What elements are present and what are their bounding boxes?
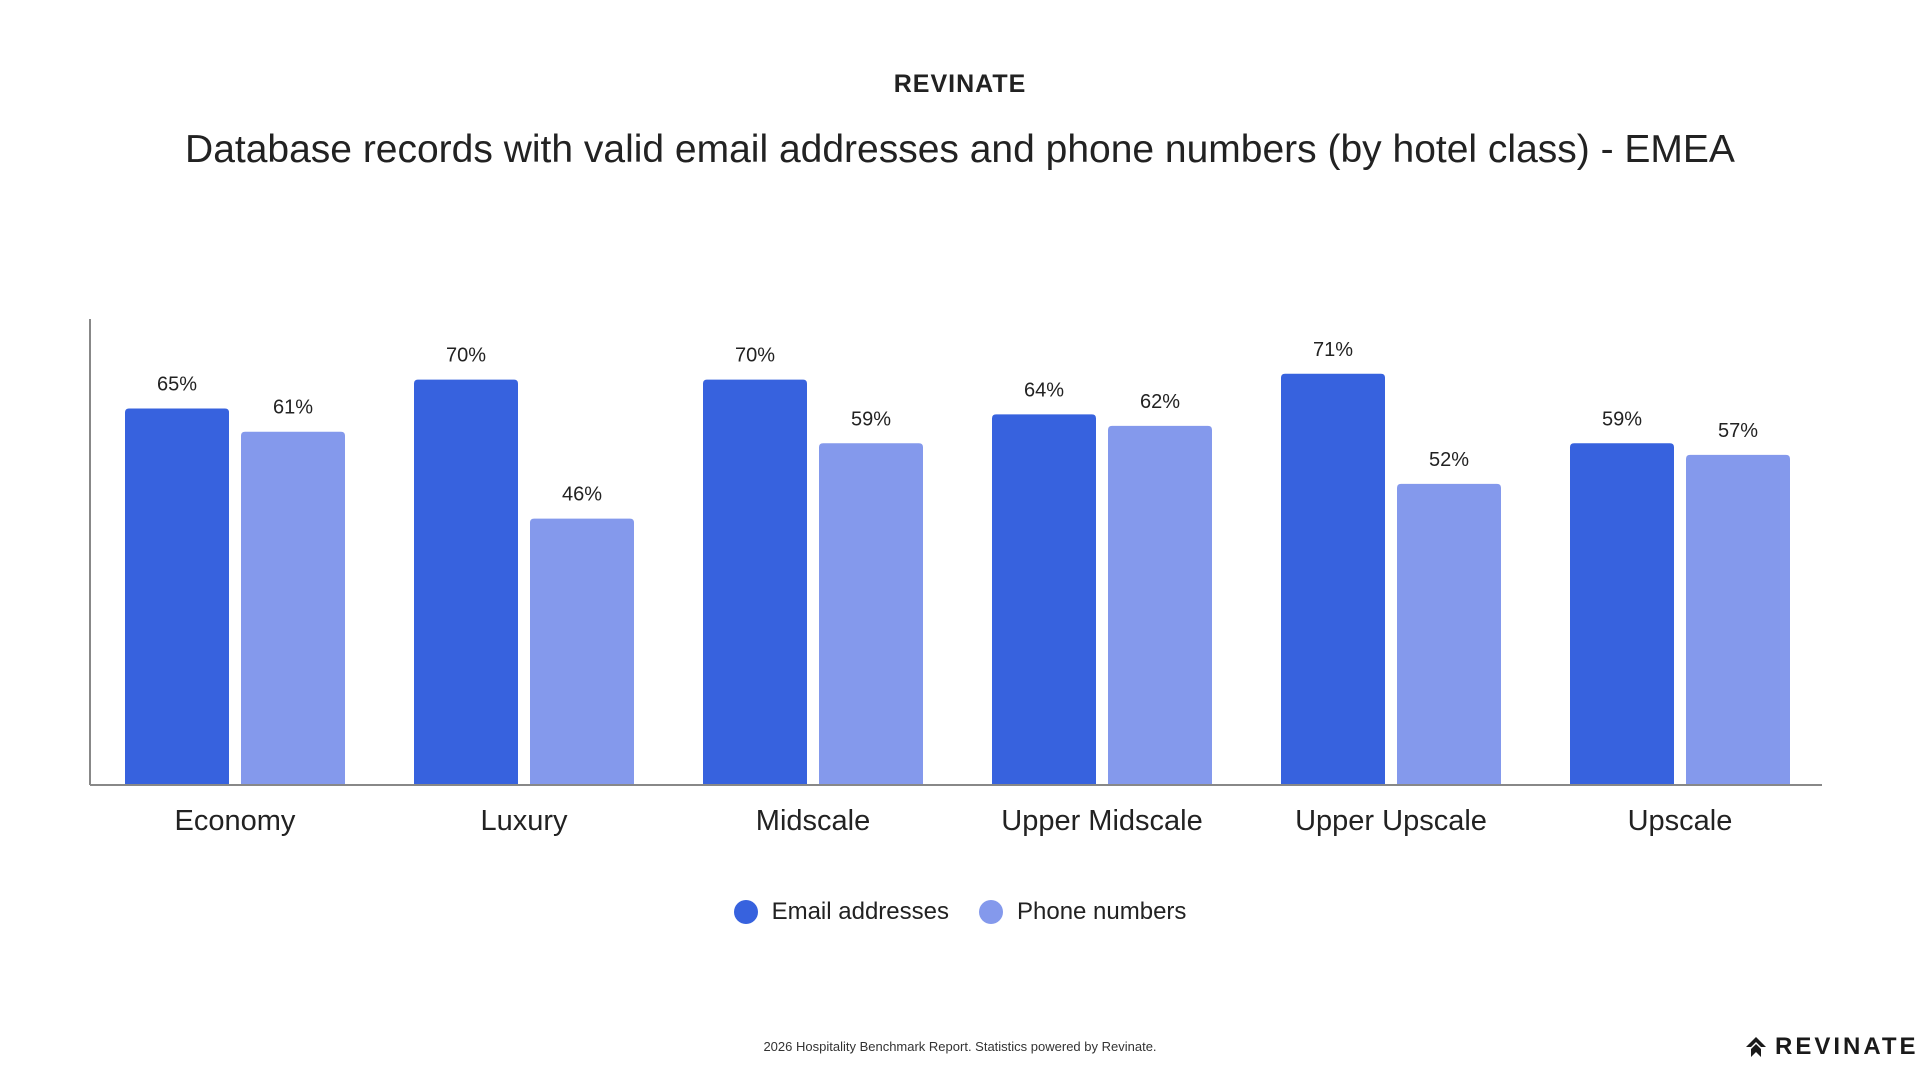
- footer-credit: 2026 Hospitality Benchmark Report. Stati…: [763, 1039, 1157, 1054]
- legend-swatch-email: [733, 900, 758, 924]
- bar-phone-upper-midscale: [1108, 425, 1212, 785]
- bar-chart: 65% 61% 70% 46% 70% 59% 64% 62% 71% 52% 59% 57% Eco…: [89, 319, 1822, 837]
- bar-email-upper-midscale: [992, 414, 1096, 785]
- logo-text: REVINATE: [1775, 1033, 1919, 1060]
- value-label: 59%: [1602, 408, 1642, 430]
- value-label: 70%: [446, 345, 486, 367]
- legend-label-phone: Phone numbers: [1016, 898, 1187, 925]
- category-label: Upper Midscale: [1001, 805, 1202, 837]
- bar-email-economy: [125, 408, 229, 785]
- value-label: 52%: [1429, 449, 1469, 471]
- bar-phone-upper-upscale: [1397, 483, 1501, 785]
- bar-email-upscale: [1570, 443, 1674, 785]
- bar-phone-midscale: [819, 443, 923, 785]
- revinate-logo: REVINATE: [1745, 1033, 1919, 1061]
- value-label: 59%: [851, 408, 891, 430]
- category-label: Economy: [175, 805, 296, 837]
- value-label: 62%: [1140, 391, 1180, 413]
- bar-email-luxury: [414, 379, 518, 785]
- value-label: 70%: [735, 345, 775, 367]
- value-label: 64%: [1024, 379, 1064, 401]
- category-label: Midscale: [756, 805, 870, 837]
- value-label: 61%: [273, 397, 313, 419]
- bars-group: [125, 373, 1790, 785]
- chart-title: Database records with valid email addres…: [185, 128, 1735, 171]
- category-label: Upper Upscale: [1295, 805, 1487, 837]
- category-label: Upscale: [1628, 805, 1733, 837]
- bar-email-midscale: [703, 379, 807, 785]
- legend-item-email: Email addresses: [733, 898, 949, 926]
- value-label: 71%: [1313, 339, 1353, 361]
- value-labels-group: 65% 61% 70% 46% 70% 59% 64% 62% 71% 52% 59% 57%: [157, 339, 1758, 506]
- legend-label-email: Email addresses: [771, 898, 949, 925]
- value-label: 65%: [157, 374, 197, 396]
- legend-swatch-phone: [978, 900, 1003, 924]
- legend: Email addresses Phone numbers: [0, 898, 1920, 926]
- category-labels-group: Economy Luxury Midscale Upper Midscale Upper…: [175, 805, 1733, 837]
- revinate-logo-icon: [1746, 1037, 1766, 1057]
- bar-phone-upscale: [1686, 454, 1790, 785]
- bar-phone-economy: [241, 431, 345, 785]
- category-label: Luxury: [480, 805, 568, 837]
- value-label: 57%: [1718, 420, 1758, 442]
- value-label: 46%: [562, 484, 602, 506]
- bar-phone-luxury: [530, 518, 634, 785]
- brand-header: REVINATE: [893, 70, 1027, 98]
- legend-item-phone: Phone numbers: [978, 898, 1187, 926]
- bar-email-upper-upscale: [1281, 373, 1385, 785]
